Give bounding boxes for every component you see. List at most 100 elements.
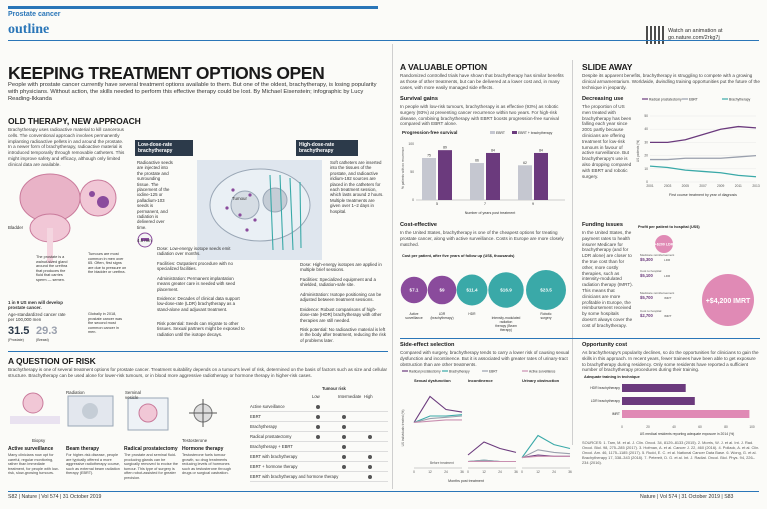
cost-bubble-label: $9 — [439, 288, 445, 293]
trend-x-tick: 2005 — [682, 184, 690, 188]
side-series-line — [413, 414, 463, 424]
trend-series-line — [650, 125, 757, 144]
pfs-bar — [518, 165, 532, 200]
risk-option-text: Testosterone fuels tumour growth, so dru… — [182, 453, 231, 476]
cost-bubble-label: $16.9 — [500, 288, 512, 293]
pfs-y-tick: 100 — [408, 142, 414, 146]
pfs-bar-label: 75 — [427, 154, 431, 158]
risk-suitability-dot — [342, 425, 346, 429]
side-x-tick: 36 — [568, 470, 572, 474]
training-x-tick: 60 — [698, 425, 702, 429]
imrt-gain-label: +$4,200 IMRT — [706, 298, 751, 305]
watch-animation-link[interactable]: Watch an animation at go.nature.com/2rkg… — [668, 28, 723, 41]
ldr-administration: Administration: Permanent implantation m… — [157, 276, 236, 292]
risk-table-row: Brachytherapy — [250, 422, 388, 432]
seed-size-label: 4.5 mm — [137, 238, 152, 243]
risk-suitability-dot — [316, 415, 320, 419]
page-title: KEEPING TREATMENT OPTIONS OPEN — [8, 63, 325, 83]
pfs-bar — [422, 158, 436, 200]
trend-y-tick: 0 — [646, 180, 648, 184]
ldr-gain-bubble — [655, 235, 673, 253]
risk-table-row: EBRT — [250, 412, 388, 422]
training-x-tick: 80 — [724, 425, 728, 429]
risk-table: Tumour risk Low Intermediate High Active s… — [250, 386, 388, 482]
risk-option-title: Radical prostatectomy — [124, 446, 178, 452]
footer-left: S82 | Nature | Vol 574 | 31 October 2019 — [8, 494, 102, 500]
ldr-risk: Risk potential: Seeds can migrate to oth… — [157, 321, 245, 337]
cost-bubble — [400, 276, 428, 304]
cost-bubble-chart: Cost per patient, after five years of fo… — [400, 254, 566, 332]
trend-y-tick: 30 — [644, 140, 648, 144]
pfs-x-tick: 7 — [484, 202, 486, 206]
trend-y-tick: 20 — [644, 154, 648, 158]
qr-code-icon[interactable] — [646, 26, 664, 44]
prostate-anatomy-illustration — [19, 173, 117, 263]
seminal-vesicle-label: Seminal vesicle — [125, 390, 141, 401]
pfs-x-tick: 9 — [532, 202, 534, 206]
slide-body: Despite its apparent benefits, brachythe… — [582, 73, 760, 90]
intro-text: People with prostate cancer currently ha… — [8, 82, 377, 102]
risk-table-row-label: EBRT with brachytherapy and hormone ther… — [250, 474, 339, 479]
tumour-note: Tumours are most common in men over 65. … — [88, 252, 127, 275]
global-note: Globally in 2018, prostate cancer was th… — [88, 312, 122, 335]
pfs-legend-swatch — [512, 131, 517, 134]
risk-suitability-dot — [316, 425, 320, 429]
side-legend-label: EBRT — [489, 370, 497, 374]
side-y-label: US individuals treated (%) — [401, 410, 405, 447]
decreasing-heading: Decreasing use — [582, 96, 624, 102]
survival-body: In people with low-risk tumours, brachyt… — [400, 104, 559, 127]
sources-text: SOURCES: 1. Tam, M. et al. J. Clin. Onco… — [582, 440, 760, 465]
risk-table-row-label: Active surveillance — [250, 404, 285, 409]
side-x-tick: 12 — [536, 470, 540, 474]
risk-suitability-dot — [342, 435, 346, 439]
funding-body: In the United States, the payment rates … — [582, 230, 633, 328]
ldr-seeds-text: Radioactive seeds are injected into the … — [137, 160, 173, 230]
decreasing-body: The proportion of US men treated with br… — [582, 104, 632, 179]
risk-table-col-header: Low — [312, 394, 320, 399]
valuable-body: Randomized controlled trials have shown … — [400, 73, 564, 90]
trend-y-tick: 10 — [644, 167, 648, 171]
treatment-trend-chart: Radical prostatectomy EBRT Brachytherapy 0 1… — [636, 98, 760, 198]
risk-option-text: Many clinicians now opt for careful, reg… — [8, 453, 59, 476]
trend-y-label: US patients (%) — [636, 140, 640, 162]
cost-category-label: surveillance — [405, 316, 423, 320]
risk-suitability-dot — [368, 455, 372, 459]
header-rule — [8, 40, 759, 41]
trend-legend-label: Brachytherapy — [729, 98, 751, 102]
stat-prostate-label: (Prostate) — [8, 338, 24, 342]
risk-option-title: Beam therapy — [66, 446, 100, 452]
risk-body: Brachytherapy is one of several treatmen… — [8, 367, 388, 378]
training-bar — [622, 397, 695, 405]
pfs-bar — [534, 152, 548, 200]
pfs-chart-title: Progression-free survival — [402, 130, 457, 135]
side-series-line — [413, 419, 462, 424]
profit-value: $5,300 — [640, 257, 653, 262]
opportunity-body: As brachytherapy's popularity declines, … — [582, 350, 759, 373]
profit-value: $5,700 — [640, 295, 653, 300]
hdr-dose: Dose: High-energy isotopes are applied i… — [300, 262, 382, 273]
risk-table-row-label: Brachytherapy — [250, 424, 277, 429]
risk-suitability-dot — [342, 415, 346, 419]
footer-right: Nature | Vol 574 | 31 October 2019 | S83 — [640, 494, 734, 500]
side-x-tick: 24 — [498, 470, 502, 474]
training-bar — [622, 384, 686, 392]
stat-breast-rate: 29.3 — [36, 325, 58, 337]
old-therapy-heading: OLD THERAPY, NEW APPROACH — [8, 116, 141, 126]
side-x-tick: 12 — [482, 470, 486, 474]
training-category-label: IMRT — [612, 412, 620, 416]
profit-series-label: IMRT — [664, 314, 672, 318]
side-legend-label: Brachytherapy — [449, 370, 470, 374]
risk-table-row-label: EBRT — [250, 414, 262, 419]
trend-y-tick: 40 — [644, 127, 648, 131]
pfs-bar — [470, 163, 484, 200]
side-legend-label: Radical prostatectomy — [409, 370, 441, 374]
training-x-label: US medical residents reporting adequate … — [640, 432, 735, 436]
testosterone-label: Testosterone — [182, 438, 208, 443]
section-label: Prostate cancer — [8, 11, 61, 18]
risk-heading: A QUESTION OF RISK — [8, 356, 96, 366]
side-series-line — [521, 434, 571, 458]
spread-gutter — [392, 44, 393, 489]
cost-bubble — [427, 275, 457, 305]
progression-free-survival-chart: Progression-free survival EBRT EBRT + brac… — [401, 130, 565, 215]
